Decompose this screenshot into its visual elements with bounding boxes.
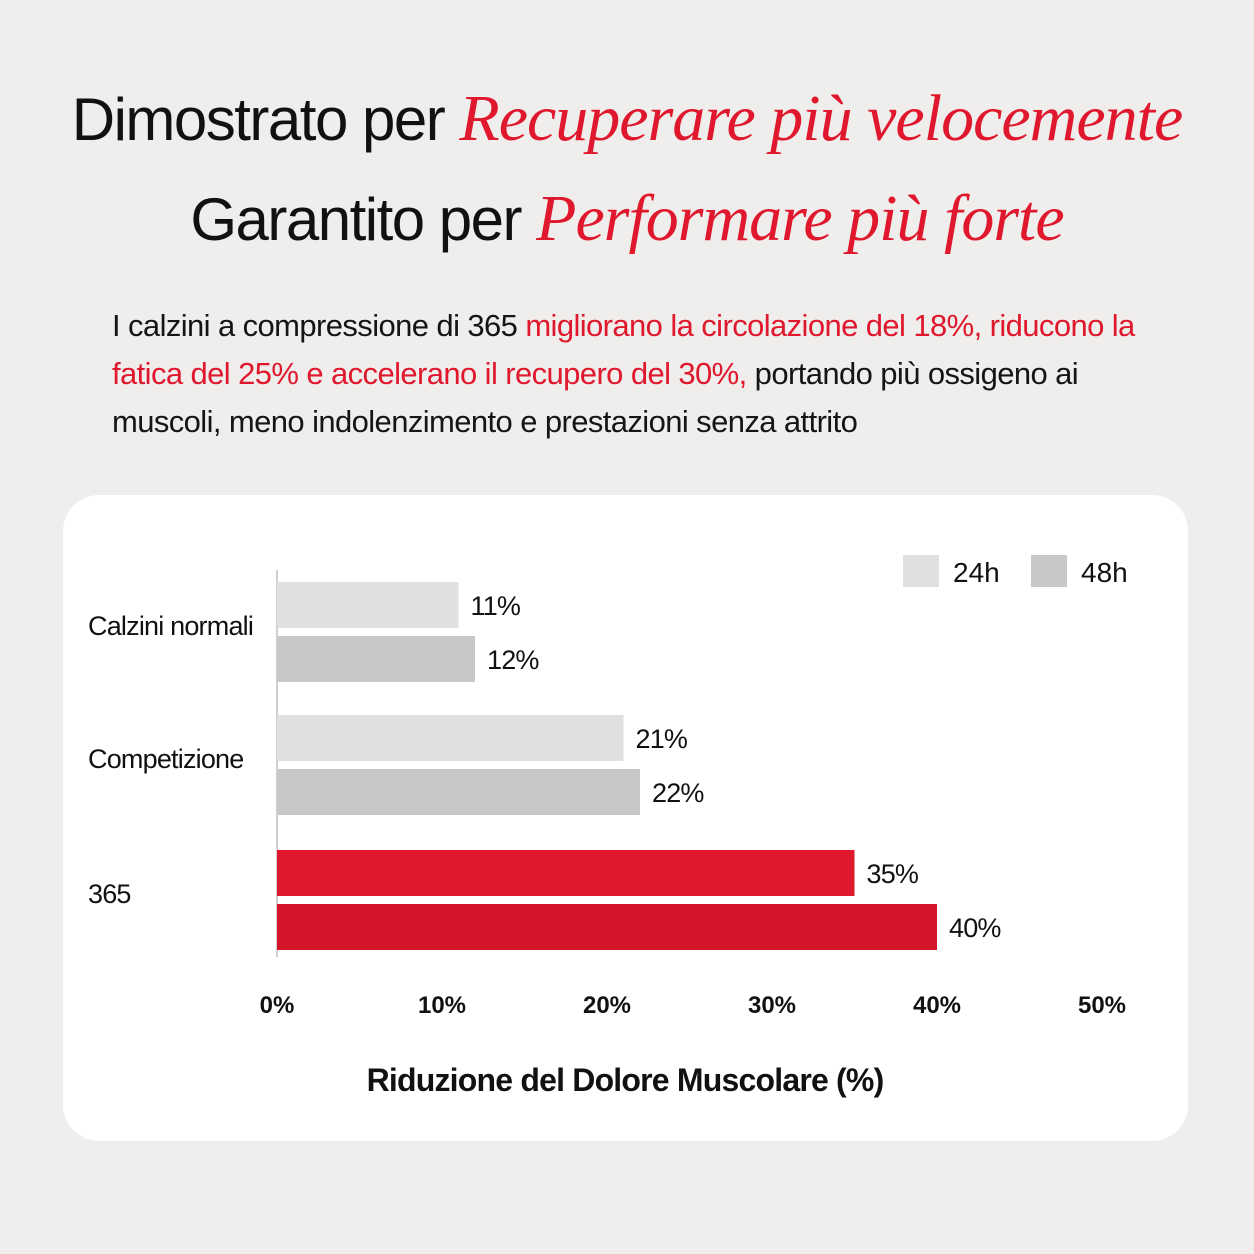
value-label-1-48h: 22%: [652, 778, 704, 808]
bar-1-24h: [277, 715, 624, 761]
category-label-0: Calzini normali: [88, 611, 253, 641]
legend-label-48h: 48h: [1081, 557, 1128, 588]
value-label-1-24h: 21%: [636, 724, 688, 754]
intro-paragraph: I calzini a compressione di 365 migliora…: [112, 302, 1172, 446]
chart-card: Calzini normali 11% 12% Competizione 21% 22% 3…: [63, 495, 1188, 1141]
headline-line-1-plain: Dimostrato per: [71, 86, 460, 153]
bar-0-48h: [277, 636, 475, 682]
x-tick-label-3: 30%: [748, 992, 796, 1019]
x-tick-label-1: 10%: [418, 992, 466, 1019]
value-label-2-48h: 40%: [949, 913, 1001, 943]
headline-line-1: Dimostrato per Recuperare più velocement…: [0, 86, 1254, 152]
x-tick-label-5: 50%: [1078, 992, 1126, 1019]
x-tick-label-4: 40%: [913, 992, 961, 1019]
intro-text-2: portando più ossigeno ai muscoli, meno i…: [112, 356, 1079, 439]
headline-line-2: Garantito per Performare più forte: [0, 186, 1254, 252]
bar-0-24h: [277, 582, 459, 628]
legend-swatch-48h: [1031, 555, 1067, 587]
headline-line-1-accent: Recuperare più velocemente: [459, 82, 1183, 155]
x-axis-title: Riduzione del Dolore Muscolare (%): [367, 1062, 884, 1098]
headline-line-2-plain: Garantito per: [190, 186, 537, 253]
value-label-0-24h: 11%: [471, 591, 521, 621]
value-label-0-48h: 12%: [487, 645, 539, 675]
category-label-2: 365: [88, 879, 131, 909]
legend-swatch-24h: [903, 555, 939, 587]
category-label-1: Competizione: [88, 744, 244, 774]
bar-1-48h: [277, 769, 640, 815]
intro-text-1: I calzini a compressione di 365: [112, 308, 526, 343]
bar-2-24h: [277, 850, 855, 896]
bar-2-48h: [277, 904, 937, 950]
x-tick-label-0: 0%: [260, 992, 295, 1019]
legend-label-24h: 24h: [953, 557, 1000, 588]
value-label-2-24h: 35%: [867, 859, 919, 889]
intro-text-highlight: migliorano la circolazione del 18%, ridu…: [112, 308, 1135, 391]
bar-chart: Calzini normali 11% 12% Competizione 21% 22% 3…: [88, 555, 1128, 1098]
headline-line-2-accent: Performare più forte: [536, 182, 1064, 255]
x-tick-label-2: 20%: [583, 992, 631, 1019]
